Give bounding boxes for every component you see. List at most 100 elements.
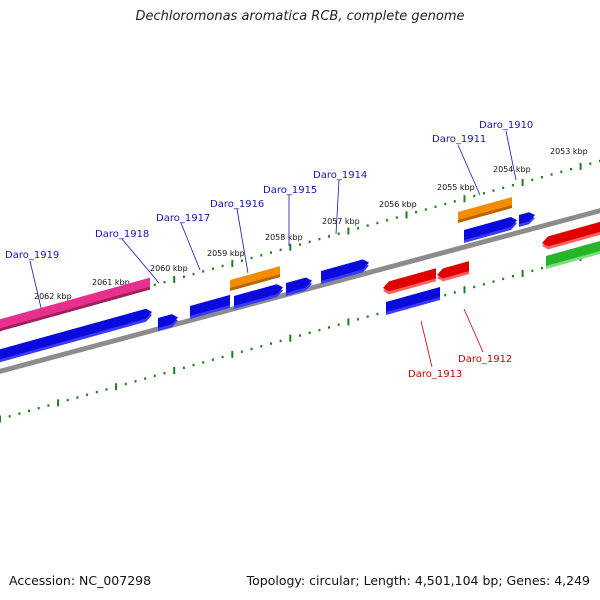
ruler-minor-tick (318, 328, 321, 332)
ruler-minor-tick (328, 235, 330, 238)
ruler-minor-tick (357, 227, 360, 230)
gene-daro-1914[interactable] (321, 259, 369, 284)
gene-daro-1910[interactable] (519, 212, 535, 227)
ruler-minor-tick (202, 361, 205, 364)
gene-green-right[interactable] (546, 238, 600, 269)
ruler-minor-tick (366, 224, 369, 227)
ruler-minor-tick (134, 380, 137, 383)
genome-summary-text: Topology: circular; Length: 4,501,104 bp… (246, 573, 590, 588)
ruler-label: 2058 kbp (265, 233, 303, 242)
gene-blue-7[interactable] (464, 216, 517, 243)
ruler-minor-tick (153, 374, 156, 378)
ruler-minor-tick (308, 331, 311, 334)
ruler-minor-tick (444, 202, 447, 206)
gene-label-daro-1911[interactable]: Daro_1911 (432, 134, 486, 145)
ruler-minor-tick (415, 211, 418, 214)
ruler-minor-tick (144, 377, 147, 380)
ruler-minor-tick (502, 277, 505, 281)
ruler-minor-tick (424, 208, 427, 211)
gene-label-daro-1918[interactable]: Daro_1918 (95, 229, 149, 240)
ruler-minor-tick (221, 264, 224, 268)
gene-label-daro-1917[interactable]: Daro_1917 (156, 213, 210, 224)
ruler-minor-tick (182, 275, 185, 278)
gene-blue-small-1[interactable] (158, 314, 178, 331)
ruler-major-tick (521, 270, 524, 277)
ruler-minor-tick (453, 291, 456, 294)
ruler-minor-tick (482, 192, 485, 195)
ruler-minor-tick (511, 184, 514, 187)
ruler-minor-tick (76, 396, 79, 399)
ruler-minor-tick (211, 267, 214, 270)
ruler-minor-tick (47, 404, 50, 407)
gene-label-daro-1914[interactable]: Daro_1914 (313, 170, 367, 181)
gene-daro-1919[interactable] (0, 277, 150, 334)
ruler-label: 2061 kbp (92, 278, 130, 287)
ruler-minor-tick (86, 393, 89, 396)
ruler-minor-tick (492, 189, 495, 192)
ruler-minor-tick (95, 390, 98, 394)
ruler-minor-tick (531, 178, 534, 182)
ruler-major-tick (579, 162, 582, 170)
gene-daro-1918[interactable] (0, 308, 152, 365)
gene-label-daro-1910[interactable]: Daro_1910 (479, 120, 533, 131)
ruler-minor-tick (240, 259, 243, 262)
ruler-minor-tick (37, 407, 40, 410)
ruler-minor-tick (434, 205, 437, 208)
ruler-label: 2055 kbp (437, 183, 475, 192)
ruler-minor-tick (250, 256, 253, 260)
gene-daro-1915[interactable] (286, 277, 312, 296)
gene-red-right[interactable] (542, 219, 600, 250)
ruler-minor-tick (8, 415, 11, 418)
ruler-major-tick (521, 179, 524, 186)
ruler-minor-tick (270, 251, 272, 254)
gene-daro-1911[interactable] (458, 197, 512, 223)
ruler-minor-tick (66, 398, 69, 402)
ruler-minor-tick (163, 281, 166, 284)
ruler-minor-tick (105, 388, 108, 391)
ruler-minor-tick (376, 312, 379, 316)
ruler-minor-tick (540, 267, 543, 270)
gene-label-daro-1912[interactable]: Daro_1912 (458, 354, 512, 365)
gene-blue-3[interactable] (234, 284, 283, 309)
ruler-minor-tick (589, 162, 592, 165)
ruler-minor-tick (260, 254, 263, 257)
ruler-minor-tick (492, 280, 495, 283)
ruler-minor-tick (540, 176, 543, 179)
ruler-minor-tick (260, 345, 263, 348)
ruler-minor-tick (163, 372, 166, 375)
ruler-minor-tick (473, 285, 476, 289)
ruler-minor-tick (153, 283, 156, 287)
ruler-major-tick (115, 383, 118, 391)
ruler-label: 2060 kbp (150, 264, 188, 273)
gene-daro-1917[interactable] (190, 294, 230, 319)
gene-label-daro-1913[interactable]: Daro_1913 (408, 369, 462, 380)
ruler-major-tick (173, 367, 176, 374)
ruler-minor-tick (560, 170, 563, 173)
gene-label-daro-1919[interactable]: Daro_1919 (5, 250, 59, 261)
gene-daro-1913[interactable] (383, 268, 436, 295)
ruler-minor-tick (279, 248, 282, 252)
ruler-label: 2053 kbp (550, 147, 588, 156)
ruler-minor-tick (482, 283, 485, 286)
gene-daro-1912[interactable] (437, 261, 469, 282)
gene-features (0, 197, 600, 365)
ruler-major-tick (463, 286, 466, 294)
ruler-minor-tick (453, 200, 456, 203)
ruler-minor-tick (192, 272, 195, 276)
ruler-minor-tick (395, 216, 398, 219)
gene-daro-1916[interactable] (230, 266, 280, 291)
ruler-label: 2057 kbp (322, 217, 360, 226)
ruler-minor-tick (444, 293, 447, 297)
forward-leader-lines (29, 130, 517, 313)
gene-label-daro-1916[interactable]: Daro_1916 (210, 199, 264, 210)
ruler-minor-tick (18, 412, 21, 415)
ruler-label: 2062 kbp (34, 292, 72, 301)
ruler-minor-tick (357, 318, 360, 321)
ruler-minor-tick (386, 219, 389, 222)
ruler-minor-tick (328, 326, 330, 329)
gene-blue-8[interactable] (386, 287, 440, 315)
ruler-minor-tick (318, 237, 321, 241)
gene-label-daro-1915[interactable]: Daro_1915 (263, 185, 317, 196)
ruler-minor-tick (240, 350, 243, 353)
